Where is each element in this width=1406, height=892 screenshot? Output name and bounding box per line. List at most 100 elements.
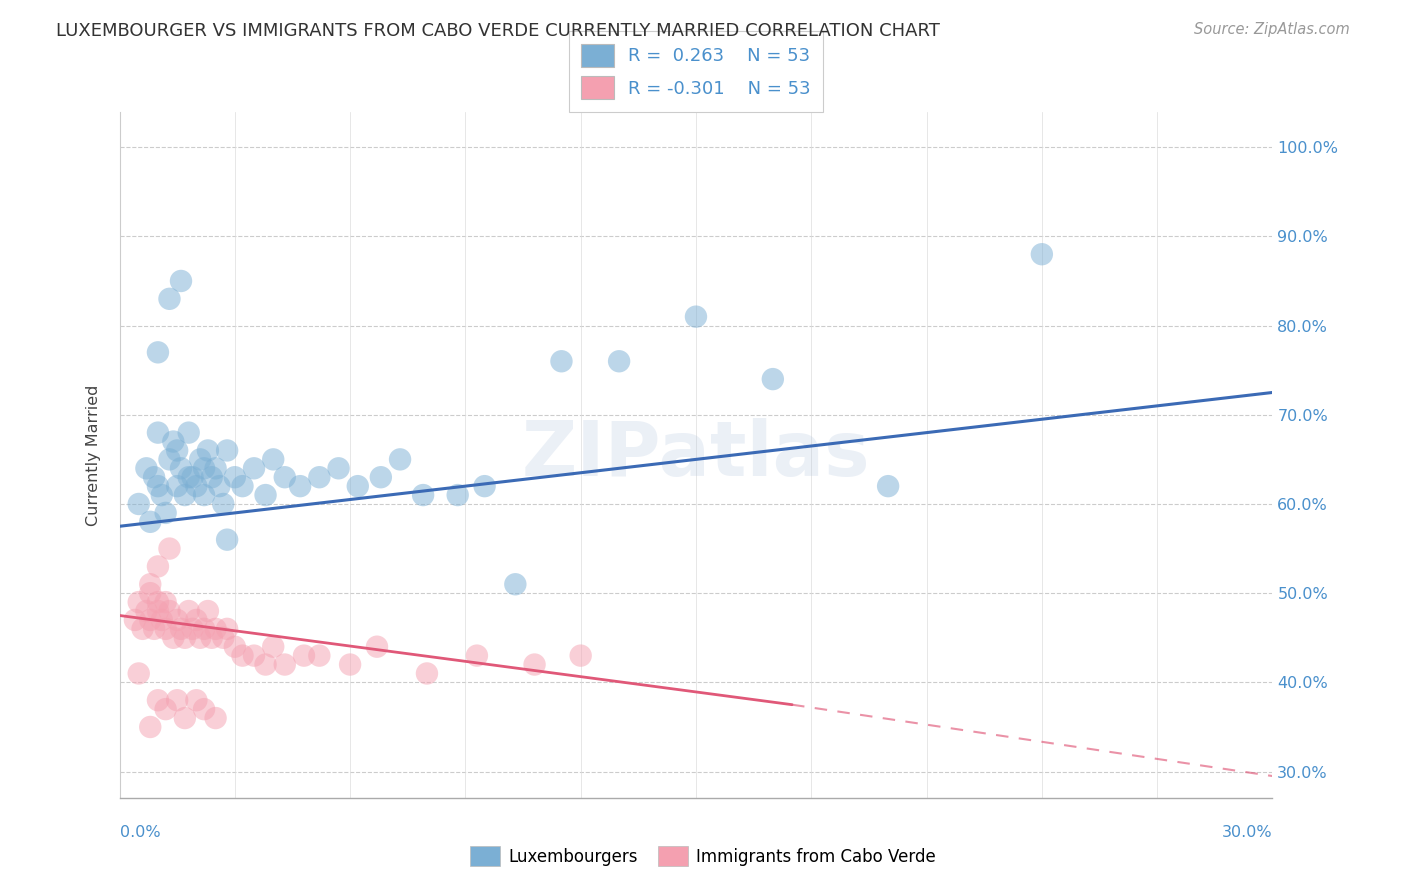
Point bbox=[173, 631, 195, 645]
Point bbox=[224, 640, 246, 654]
Point bbox=[159, 292, 181, 306]
Point bbox=[274, 657, 297, 672]
Point bbox=[186, 613, 208, 627]
Point bbox=[201, 631, 224, 645]
Point bbox=[173, 488, 195, 502]
Point bbox=[243, 461, 266, 475]
Point bbox=[139, 720, 162, 734]
Point bbox=[170, 622, 193, 636]
Point bbox=[159, 604, 181, 618]
Point bbox=[274, 470, 297, 484]
Point bbox=[308, 648, 330, 663]
Point bbox=[170, 461, 193, 475]
Point bbox=[155, 702, 177, 716]
Point bbox=[159, 541, 181, 556]
Point bbox=[197, 604, 219, 618]
Point bbox=[155, 622, 177, 636]
Point bbox=[193, 622, 215, 636]
Point bbox=[474, 479, 496, 493]
Point bbox=[159, 452, 181, 467]
Point bbox=[193, 702, 215, 716]
Point bbox=[188, 452, 211, 467]
Point bbox=[447, 488, 470, 502]
Point bbox=[308, 470, 330, 484]
Point bbox=[217, 622, 239, 636]
Point bbox=[124, 613, 146, 627]
Point bbox=[128, 595, 150, 609]
Point bbox=[135, 461, 157, 475]
Point bbox=[339, 657, 361, 672]
Point bbox=[505, 577, 527, 591]
Point bbox=[569, 648, 592, 663]
Point bbox=[150, 488, 173, 502]
Text: Source: ZipAtlas.com: Source: ZipAtlas.com bbox=[1194, 22, 1350, 37]
Point bbox=[181, 470, 204, 484]
Point bbox=[177, 470, 200, 484]
Point bbox=[139, 613, 162, 627]
Point bbox=[217, 443, 239, 458]
Point bbox=[131, 622, 153, 636]
Point bbox=[370, 470, 392, 484]
Point bbox=[166, 613, 188, 627]
Point bbox=[254, 657, 277, 672]
Point bbox=[150, 613, 173, 627]
Point bbox=[607, 354, 630, 368]
Point bbox=[243, 648, 266, 663]
Point bbox=[262, 640, 284, 654]
Point bbox=[465, 648, 488, 663]
Point bbox=[262, 452, 284, 467]
Point bbox=[346, 479, 368, 493]
Point bbox=[212, 631, 235, 645]
Point bbox=[186, 479, 208, 493]
Point bbox=[139, 515, 162, 529]
Point bbox=[155, 506, 177, 520]
Legend: Luxembourgers, Immigrants from Cabo Verde: Luxembourgers, Immigrants from Cabo Verd… bbox=[464, 839, 942, 873]
Point bbox=[146, 479, 169, 493]
Text: ZIPatlas: ZIPatlas bbox=[522, 418, 870, 491]
Point bbox=[231, 479, 253, 493]
Point bbox=[128, 666, 150, 681]
Point bbox=[166, 693, 188, 707]
Point bbox=[193, 461, 215, 475]
Point bbox=[288, 479, 311, 493]
Point bbox=[146, 604, 169, 618]
Point bbox=[412, 488, 434, 502]
Point bbox=[231, 648, 253, 663]
Point bbox=[201, 470, 224, 484]
Point bbox=[685, 310, 707, 324]
Point bbox=[146, 345, 169, 359]
Point bbox=[139, 577, 162, 591]
Point bbox=[177, 604, 200, 618]
Point bbox=[224, 470, 246, 484]
Point bbox=[193, 488, 215, 502]
Legend: R =  0.263    N = 53, R = -0.301    N = 53: R = 0.263 N = 53, R = -0.301 N = 53 bbox=[568, 31, 824, 112]
Point bbox=[212, 497, 235, 511]
Point bbox=[523, 657, 546, 672]
Point bbox=[1031, 247, 1053, 261]
Point bbox=[166, 479, 188, 493]
Point bbox=[188, 631, 211, 645]
Point bbox=[146, 595, 169, 609]
Point bbox=[877, 479, 900, 493]
Point bbox=[550, 354, 572, 368]
Text: 30.0%: 30.0% bbox=[1222, 825, 1272, 840]
Point bbox=[186, 693, 208, 707]
Point bbox=[389, 452, 412, 467]
Point bbox=[328, 461, 350, 475]
Point bbox=[208, 479, 231, 493]
Point bbox=[762, 372, 785, 386]
Y-axis label: Currently Married: Currently Married bbox=[86, 384, 101, 525]
Point bbox=[366, 640, 388, 654]
Point bbox=[173, 711, 195, 725]
Text: 0.0%: 0.0% bbox=[120, 825, 160, 840]
Point bbox=[416, 666, 439, 681]
Point bbox=[166, 443, 188, 458]
Point bbox=[146, 693, 169, 707]
Point bbox=[146, 559, 169, 574]
Point bbox=[139, 586, 162, 600]
Point bbox=[204, 461, 226, 475]
Point bbox=[143, 622, 166, 636]
Point bbox=[170, 274, 193, 288]
Point bbox=[292, 648, 315, 663]
Point bbox=[181, 622, 204, 636]
